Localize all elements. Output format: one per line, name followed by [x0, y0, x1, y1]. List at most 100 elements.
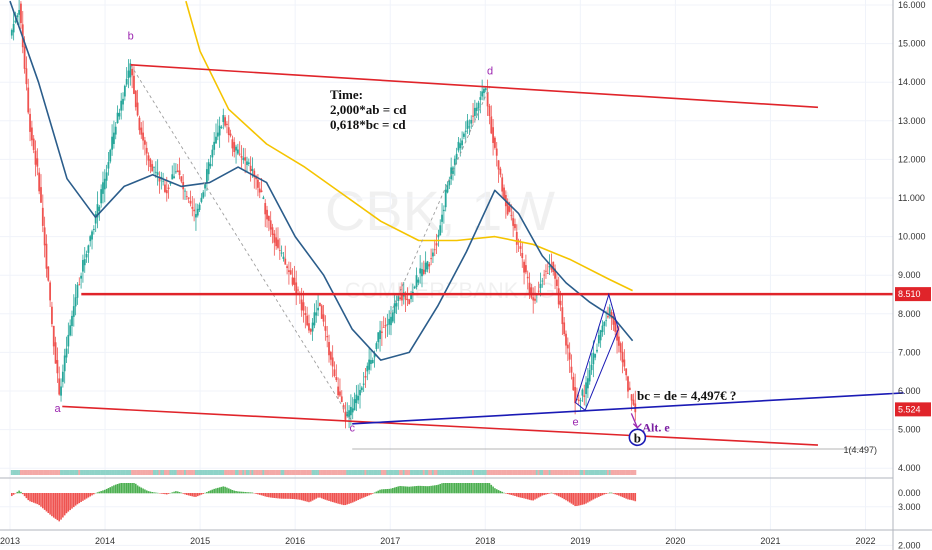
volume-bar	[109, 470, 112, 475]
candle-body	[401, 294, 403, 301]
candle-body	[173, 176, 175, 179]
osc-bar	[433, 485, 436, 494]
osc-bar	[443, 483, 445, 494]
osc-bar	[490, 484, 493, 494]
volume-bar	[227, 470, 230, 475]
osc-bar	[231, 490, 234, 494]
volume-bar	[380, 470, 383, 475]
volume-bar	[397, 470, 400, 475]
candle-body	[92, 228, 95, 230]
osc-bar	[47, 493, 50, 514]
candle-body	[207, 162, 210, 175]
osc-bar	[103, 489, 106, 494]
osc-bar	[191, 493, 194, 497]
candle-body	[353, 399, 356, 411]
volume-bar	[162, 470, 165, 475]
volume-bar	[420, 470, 423, 475]
volume-bar	[295, 470, 298, 475]
osc-bar	[619, 493, 622, 497]
candle-body	[349, 406, 352, 416]
candle-body	[552, 261, 555, 273]
volume-bar	[125, 470, 128, 475]
osc-bar	[284, 493, 287, 499]
osc-bar	[160, 493, 163, 494]
osc-bar	[320, 493, 323, 499]
candle-body	[164, 184, 166, 192]
volume-bar	[517, 470, 520, 475]
candle-body	[525, 265, 527, 273]
volume-bar	[180, 470, 183, 475]
candle-body	[308, 323, 310, 331]
candle-body	[49, 282, 52, 301]
volume-bar	[534, 470, 537, 475]
candle-body	[388, 318, 391, 325]
candle-body	[435, 243, 438, 246]
osc-bar	[20, 491, 22, 494]
osc-bar	[282, 493, 285, 499]
candle-body	[355, 394, 358, 404]
osc-bar	[178, 492, 181, 494]
candle-body	[437, 234, 440, 238]
volume-bar	[462, 470, 465, 475]
volume-bar	[123, 470, 126, 475]
candle-body	[410, 293, 412, 300]
candle-body	[603, 321, 606, 326]
volume-bar	[198, 470, 201, 475]
x-tick-label: 2022	[855, 536, 875, 546]
volume-bar	[490, 470, 493, 475]
osc-bar	[268, 493, 270, 498]
osc-bar	[525, 493, 527, 499]
volume-bar	[224, 470, 227, 475]
volume-bar	[114, 470, 117, 475]
candle-body	[463, 133, 465, 137]
candle-body	[273, 233, 276, 243]
osc-bar	[175, 491, 177, 494]
osc-bar	[588, 493, 591, 502]
osc-bar	[326, 493, 328, 501]
candle-body	[557, 288, 560, 305]
volume-bar	[145, 470, 148, 475]
osc-bar	[457, 483, 460, 494]
candle-body	[244, 157, 247, 161]
volume-bar	[32, 470, 35, 475]
last-price-tag-text: 5.524	[898, 404, 921, 414]
osc-bar	[486, 483, 489, 494]
candle-body	[189, 200, 192, 204]
volume-bar	[512, 470, 515, 475]
candle-body	[610, 311, 613, 319]
osc-bar	[350, 493, 352, 504]
candle-body	[380, 331, 383, 333]
volume-bar	[455, 470, 458, 475]
volume-bar	[14, 470, 17, 475]
osc-bar	[275, 493, 277, 499]
volume-bar	[623, 470, 626, 475]
volume-bar	[504, 470, 507, 475]
candle-body	[319, 302, 321, 307]
osc-bar	[452, 483, 454, 494]
osc-bar	[288, 493, 290, 499]
candle-body	[83, 259, 86, 266]
volume-bar	[276, 470, 279, 475]
candle-body	[113, 132, 115, 144]
osc-bar	[377, 490, 380, 494]
osc-bar	[379, 489, 381, 494]
volume-bar	[402, 470, 405, 475]
candle-body	[594, 354, 597, 358]
candle-body	[450, 167, 453, 180]
candle-body	[233, 142, 236, 153]
osc-bar	[484, 483, 487, 494]
candle-body	[508, 206, 511, 212]
candle-body	[616, 330, 618, 341]
candle-body	[397, 295, 400, 301]
candle-body	[379, 330, 381, 340]
bottom-note: bc = de = 4,497€ ?	[637, 388, 736, 403]
candle-body	[408, 299, 411, 305]
volume-bar	[395, 470, 398, 475]
volume-bar	[379, 470, 382, 475]
osc-bar	[406, 486, 409, 494]
osc-bar	[472, 483, 474, 494]
candle-body	[71, 315, 73, 327]
volume-bar	[267, 470, 270, 475]
volume-bar	[140, 470, 143, 475]
